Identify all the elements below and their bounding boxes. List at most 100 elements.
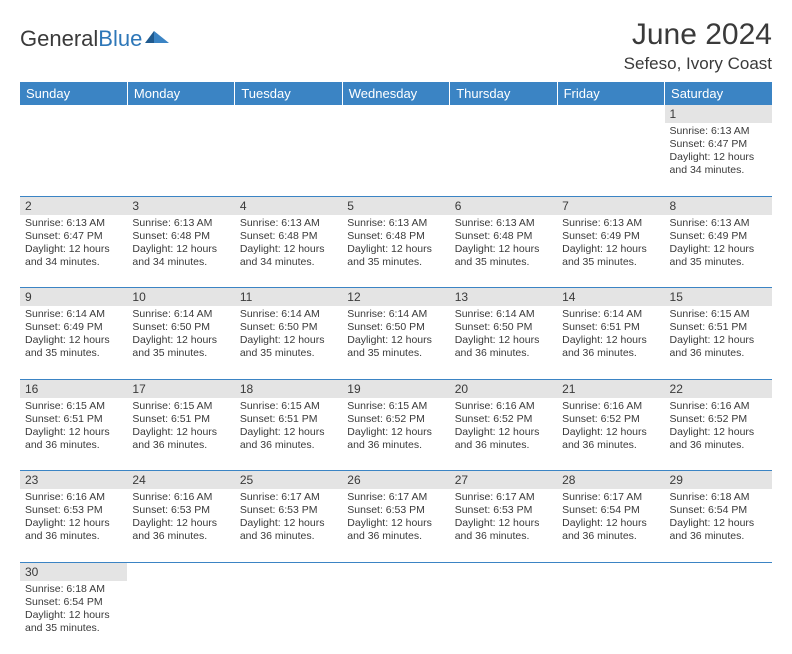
sunrise-text: Sunrise: 6:17 AM	[347, 491, 444, 504]
day-number-cell: 15	[665, 288, 772, 307]
sunrise-text: Sunrise: 6:18 AM	[670, 491, 767, 504]
daylight-text: Daylight: 12 hours and 35 minutes.	[25, 609, 122, 635]
day-content: Sunrise: 6:13 AMSunset: 6:48 PMDaylight:…	[235, 215, 342, 274]
day-number: 15	[665, 288, 772, 306]
day-content: Sunrise: 6:14 AMSunset: 6:50 PMDaylight:…	[450, 306, 557, 365]
sunrise-text: Sunrise: 6:14 AM	[25, 308, 122, 321]
page-header: GeneralBlue June 2024 Sefeso, Ivory Coas…	[20, 18, 772, 74]
day-number	[450, 563, 557, 581]
sunset-text: Sunset: 6:53 PM	[25, 504, 122, 517]
day-content: Sunrise: 6:16 AMSunset: 6:52 PMDaylight:…	[665, 398, 772, 457]
sunrise-text: Sunrise: 6:13 AM	[25, 217, 122, 230]
sunset-text: Sunset: 6:52 PM	[455, 413, 552, 426]
day-number-cell	[127, 105, 234, 123]
day-number-cell: 13	[450, 288, 557, 307]
week-number-row: 23242526272829	[20, 471, 772, 490]
day-header-row: SundayMondayTuesdayWednesdayThursdayFrid…	[20, 82, 772, 105]
day-header: Tuesday	[235, 82, 342, 105]
day-content: Sunrise: 6:16 AMSunset: 6:53 PMDaylight:…	[127, 489, 234, 548]
day-cell	[20, 123, 127, 196]
day-number-cell: 5	[342, 196, 449, 215]
day-number: 10	[127, 288, 234, 306]
daylight-text: Daylight: 12 hours and 36 minutes.	[240, 426, 337, 452]
day-number-cell	[127, 562, 234, 581]
day-content: Sunrise: 6:15 AMSunset: 6:51 PMDaylight:…	[665, 306, 772, 365]
sunrise-text: Sunrise: 6:15 AM	[347, 400, 444, 413]
sunrise-text: Sunrise: 6:15 AM	[132, 400, 229, 413]
sunrise-text: Sunrise: 6:15 AM	[240, 400, 337, 413]
daylight-text: Daylight: 12 hours and 35 minutes.	[25, 334, 122, 360]
day-content: Sunrise: 6:17 AMSunset: 6:54 PMDaylight:…	[557, 489, 664, 548]
day-cell: Sunrise: 6:15 AMSunset: 6:51 PMDaylight:…	[20, 398, 127, 471]
day-number-cell: 29	[665, 471, 772, 490]
day-cell: Sunrise: 6:14 AMSunset: 6:50 PMDaylight:…	[342, 306, 449, 379]
week-content-row: Sunrise: 6:16 AMSunset: 6:53 PMDaylight:…	[20, 489, 772, 562]
day-number-cell: 28	[557, 471, 664, 490]
day-header: Friday	[557, 82, 664, 105]
sunrise-text: Sunrise: 6:13 AM	[240, 217, 337, 230]
sunset-text: Sunset: 6:48 PM	[240, 230, 337, 243]
day-number-cell: 21	[557, 379, 664, 398]
day-content: Sunrise: 6:13 AMSunset: 6:48 PMDaylight:…	[127, 215, 234, 274]
sunset-text: Sunset: 6:52 PM	[347, 413, 444, 426]
flag-icon	[145, 29, 171, 50]
day-cell: Sunrise: 6:13 AMSunset: 6:49 PMDaylight:…	[557, 215, 664, 288]
day-cell	[342, 123, 449, 196]
day-content: Sunrise: 6:13 AMSunset: 6:47 PMDaylight:…	[665, 123, 772, 182]
sunrise-text: Sunrise: 6:17 AM	[562, 491, 659, 504]
day-number: 2	[20, 197, 127, 215]
week-content-row: Sunrise: 6:15 AMSunset: 6:51 PMDaylight:…	[20, 398, 772, 471]
daylight-text: Daylight: 12 hours and 36 minutes.	[132, 517, 229, 543]
day-cell: Sunrise: 6:16 AMSunset: 6:52 PMDaylight:…	[557, 398, 664, 471]
day-cell: Sunrise: 6:18 AMSunset: 6:54 PMDaylight:…	[20, 581, 127, 654]
day-number-cell: 19	[342, 379, 449, 398]
day-number	[20, 105, 127, 123]
day-number-cell: 3	[127, 196, 234, 215]
sunset-text: Sunset: 6:51 PM	[132, 413, 229, 426]
day-cell: Sunrise: 6:17 AMSunset: 6:53 PMDaylight:…	[235, 489, 342, 562]
day-number	[450, 105, 557, 123]
sunset-text: Sunset: 6:52 PM	[670, 413, 767, 426]
day-number-cell: 2	[20, 196, 127, 215]
sunrise-text: Sunrise: 6:18 AM	[25, 583, 122, 596]
day-cell	[127, 581, 234, 654]
week-content-row: Sunrise: 6:14 AMSunset: 6:49 PMDaylight:…	[20, 306, 772, 379]
week-number-row: 1	[20, 105, 772, 123]
day-cell	[450, 123, 557, 196]
day-number: 21	[557, 380, 664, 398]
week-number-row: 16171819202122	[20, 379, 772, 398]
day-number: 16	[20, 380, 127, 398]
day-content: Sunrise: 6:14 AMSunset: 6:50 PMDaylight:…	[127, 306, 234, 365]
day-number-cell: 14	[557, 288, 664, 307]
day-number: 22	[665, 380, 772, 398]
day-content: Sunrise: 6:17 AMSunset: 6:53 PMDaylight:…	[342, 489, 449, 548]
day-cell	[450, 581, 557, 654]
day-cell: Sunrise: 6:13 AMSunset: 6:47 PMDaylight:…	[20, 215, 127, 288]
day-cell: Sunrise: 6:13 AMSunset: 6:48 PMDaylight:…	[450, 215, 557, 288]
daylight-text: Daylight: 12 hours and 35 minutes.	[347, 334, 444, 360]
day-number-cell	[342, 562, 449, 581]
day-number-cell: 12	[342, 288, 449, 307]
day-cell: Sunrise: 6:16 AMSunset: 6:52 PMDaylight:…	[665, 398, 772, 471]
day-number-cell	[665, 562, 772, 581]
daylight-text: Daylight: 12 hours and 35 minutes.	[240, 334, 337, 360]
day-cell	[235, 581, 342, 654]
day-content: Sunrise: 6:17 AMSunset: 6:53 PMDaylight:…	[450, 489, 557, 548]
sunrise-text: Sunrise: 6:13 AM	[347, 217, 444, 230]
daylight-text: Daylight: 12 hours and 36 minutes.	[670, 517, 767, 543]
day-content: Sunrise: 6:15 AMSunset: 6:51 PMDaylight:…	[235, 398, 342, 457]
daylight-text: Daylight: 12 hours and 35 minutes.	[562, 243, 659, 269]
daylight-text: Daylight: 12 hours and 36 minutes.	[670, 334, 767, 360]
sunset-text: Sunset: 6:51 PM	[562, 321, 659, 334]
day-content: Sunrise: 6:18 AMSunset: 6:54 PMDaylight:…	[20, 581, 127, 640]
day-cell: Sunrise: 6:14 AMSunset: 6:49 PMDaylight:…	[20, 306, 127, 379]
day-number-cell: 10	[127, 288, 234, 307]
day-content: Sunrise: 6:13 AMSunset: 6:48 PMDaylight:…	[342, 215, 449, 274]
daylight-text: Daylight: 12 hours and 34 minutes.	[670, 151, 767, 177]
day-number: 25	[235, 471, 342, 489]
sunrise-text: Sunrise: 6:13 AM	[670, 217, 767, 230]
daylight-text: Daylight: 12 hours and 36 minutes.	[455, 517, 552, 543]
sunrise-text: Sunrise: 6:15 AM	[25, 400, 122, 413]
day-number: 12	[342, 288, 449, 306]
day-number-cell	[235, 105, 342, 123]
